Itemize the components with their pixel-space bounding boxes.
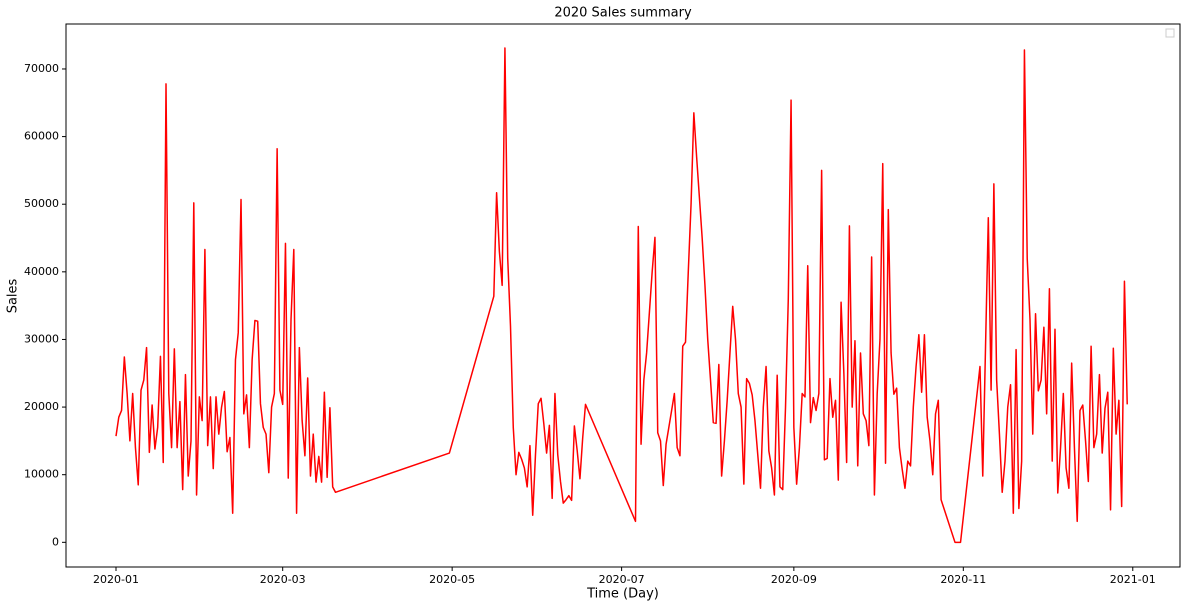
x-tick-label: 2020-09 [771, 573, 817, 586]
y-tick-label: 20000 [24, 400, 59, 413]
x-tick-label: 2020-01 [93, 573, 139, 586]
y-tick-label: 60000 [24, 130, 59, 143]
y-tick-label: 30000 [24, 332, 59, 345]
y-tick-label: 50000 [24, 197, 59, 210]
plot-frame [65, 23, 1181, 568]
x-tick-label: 2021-01 [1110, 573, 1156, 586]
x-axis-label: Time (Day) [586, 587, 659, 602]
chart-title: 2020 Sales summary [554, 6, 692, 21]
x-tick-label: 2020-07 [599, 573, 645, 586]
x-tick-label: 2020-05 [429, 573, 475, 586]
y-tick-label: 70000 [24, 62, 59, 75]
x-tick-label: 2020-03 [260, 573, 306, 586]
x-tick-label: 2020-11 [940, 573, 986, 586]
y-tick-label: 40000 [24, 265, 59, 278]
sales-line [115, 47, 1128, 544]
y-axis-label: Sales [6, 278, 21, 313]
y-tick-label: 10000 [24, 468, 59, 481]
legend-box [1165, 28, 1175, 38]
y-tick-label: 0 [52, 535, 59, 548]
